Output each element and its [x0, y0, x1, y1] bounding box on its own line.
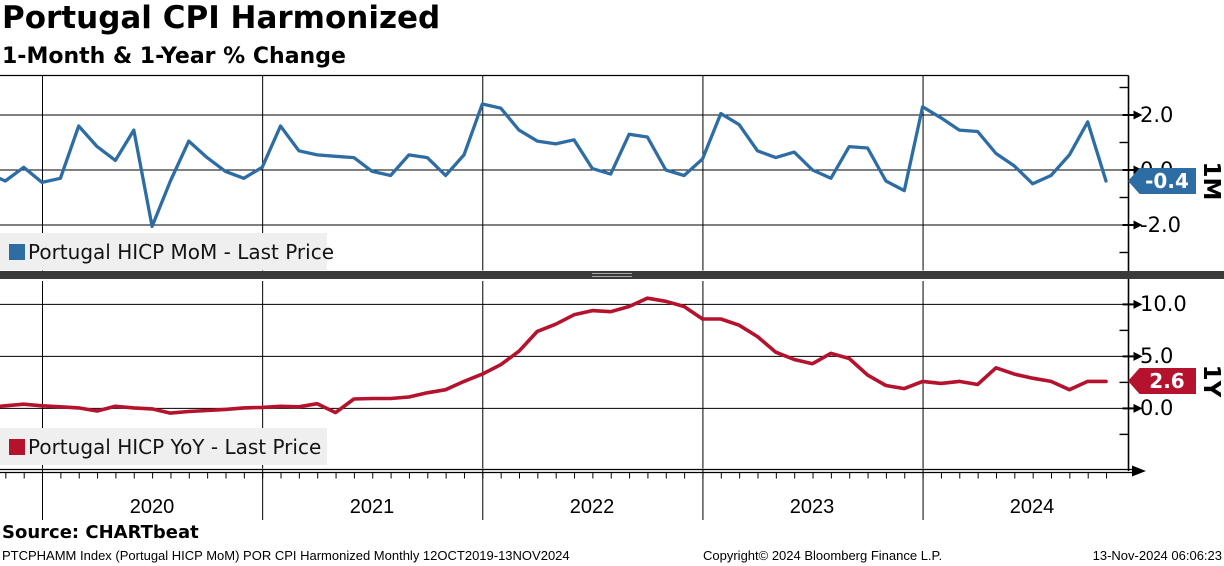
legend-hicp-yoy-label: Portugal HICP YoY - Last Price [28, 434, 322, 459]
ytick-bottom-0: 0.0 [1140, 396, 1174, 420]
footer-ticker-info: PTCPHAMM Index (Portugal HICP MoM) POR C… [2, 548, 570, 563]
legend-hicp-mom-label: Portugal HICP MoM - Last Price [28, 239, 334, 264]
ytick-top-2: 2.0 [1140, 103, 1174, 127]
last-price-badge-yoy: 2.6 [1128, 368, 1196, 394]
panel-strip-label-1m: 1M [1198, 161, 1224, 201]
xtick-2023: 2023 [789, 496, 835, 518]
page-title: Portugal CPI Harmonized [2, 0, 441, 36]
legend-hicp-yoy[interactable]: Portugal HICP YoY - Last Price [0, 428, 327, 465]
panel-divider [0, 271, 1224, 279]
xtick-2024: 2024 [1009, 496, 1055, 518]
xtick-2021: 2021 [349, 496, 395, 518]
last-price-badge-mom: -0.4 [1128, 168, 1196, 194]
xtick-2020: 2020 [129, 496, 175, 518]
panel-divider-grip-icon[interactable] [592, 272, 632, 278]
page-subtitle: 1-Month & 1-Year % Change [2, 44, 346, 69]
source-label: Source: CHARTbeat [2, 522, 199, 543]
ytick-top-neg2: -2.0 [1140, 213, 1181, 237]
footer-copyright: Copyright© 2024 Bloomberg Finance L.P. [703, 548, 943, 563]
ytick-bottom-5: 5.0 [1140, 344, 1174, 368]
ytick-bottom-10: 10.0 [1140, 292, 1187, 316]
yoy-series-swatch-icon [9, 438, 25, 455]
mom-series-swatch-icon [9, 243, 25, 260]
footer-timestamp: 13-Nov-2024 06:06:23 [1092, 548, 1222, 563]
legend-hicp-mom[interactable]: Portugal HICP MoM - Last Price [0, 233, 334, 270]
panel-strip-label-1y: 1Y [1198, 364, 1224, 398]
xtick-2022: 2022 [569, 496, 615, 518]
